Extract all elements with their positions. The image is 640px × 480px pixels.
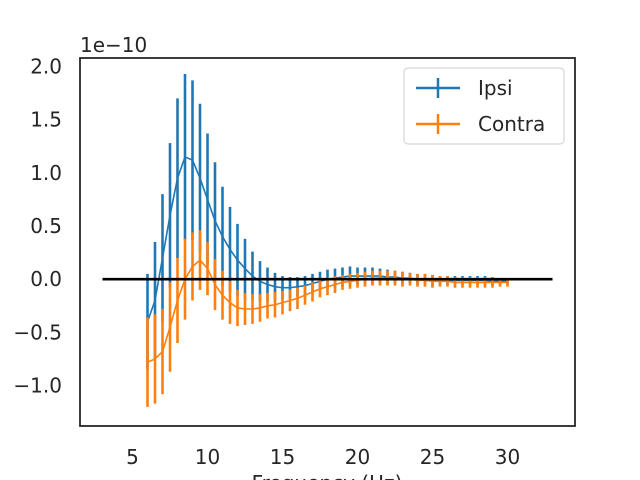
x-tick-label: 10 — [195, 445, 220, 469]
legend-label-contra: Contra — [478, 112, 545, 136]
x-tick-label: 30 — [495, 445, 520, 469]
y-tick-label: 1.5 — [30, 108, 62, 132]
legend: Ipsi Contra — [403, 67, 565, 145]
y-tick-label: 2.0 — [30, 55, 62, 79]
y-axis-ticks: −1.0 −0.5 0.0 0.5 1.0 1.5 2.0 — [13, 55, 62, 398]
legend-item-ipsi: Ipsi — [416, 76, 513, 100]
legend-item-contra: Contra — [416, 112, 545, 136]
x-axis-label: Frequency (Hz) — [252, 471, 403, 480]
x-tick-label: 25 — [420, 445, 445, 469]
x-axis-ticks: 5 10 15 20 25 30 — [126, 445, 520, 469]
y-tick-label: 0.5 — [30, 214, 62, 238]
x-tick-label: 20 — [345, 445, 370, 469]
series-line-contra — [147, 258, 508, 363]
x-tick-label: 15 — [270, 445, 295, 469]
y-axis-offset-label: 1e−10 — [80, 33, 147, 57]
legend-label-ipsi: Ipsi — [478, 76, 513, 100]
axes-frame — [79, 57, 576, 427]
y-tick-label: −1.0 — [13, 374, 62, 398]
y-tick-label: 0.0 — [30, 267, 62, 291]
plot-area — [146, 73, 509, 407]
x-tick-label: 5 — [126, 445, 139, 469]
y-tick-label: −0.5 — [13, 320, 62, 344]
y-tick-label: 1.0 — [30, 161, 62, 185]
